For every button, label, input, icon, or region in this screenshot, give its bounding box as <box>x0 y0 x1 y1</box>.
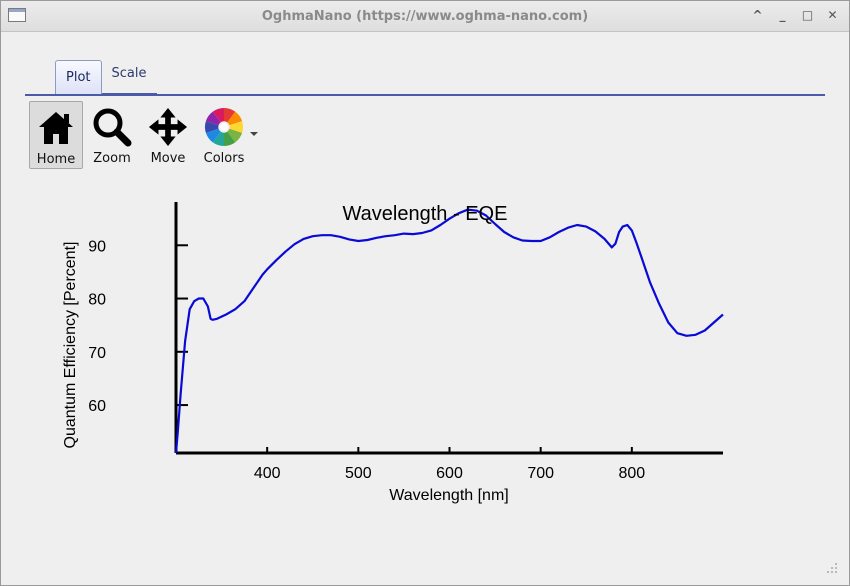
tab-bar: Plot Scale <box>55 60 157 94</box>
app-icon <box>8 8 26 22</box>
y-tick-label: 70 <box>88 345 106 362</box>
move-button[interactable]: Move <box>141 101 195 169</box>
magnifier-icon <box>92 107 132 147</box>
window-title: OghmaNano (https://www.oghma-nano.com) <box>261 9 589 24</box>
move-arrows-icon <box>148 107 188 147</box>
x-axis-label: Wavelength [nm] <box>389 487 508 504</box>
maximize-button[interactable]: □ <box>801 8 814 22</box>
zoom-label: Zoom <box>93 151 131 166</box>
plot-toolbar: Home Zoom Move Colors <box>29 101 251 169</box>
resize-grip-icon[interactable] <box>826 562 838 574</box>
shade-button[interactable]: ^ <box>752 8 763 22</box>
y-tick-label: 80 <box>88 292 106 309</box>
colors-dropdown-arrow-icon[interactable] <box>250 132 258 136</box>
home-button[interactable]: Home <box>29 101 83 169</box>
zoom-button[interactable]: Zoom <box>85 101 139 169</box>
chart-title: Wavelength - EQE <box>343 203 508 225</box>
window-controls: ^ _ □ ✕ <box>749 7 841 24</box>
x-tick-label: 500 <box>345 465 372 482</box>
y-axis-label: Quantum Efficiency [Percent] <box>62 242 79 449</box>
x-tick-label: 800 <box>618 465 645 482</box>
x-tick-label: 700 <box>527 465 554 482</box>
series-line-0 <box>174 208 724 454</box>
x-tick-label: 400 <box>254 465 281 482</box>
home-icon <box>36 108 76 148</box>
move-label: Move <box>150 151 186 166</box>
title-bar[interactable]: OghmaNano (https://www.oghma-nano.com) ^… <box>1 1 849 32</box>
close-button[interactable]: ✕ <box>827 8 838 22</box>
tab-scale[interactable]: Scale <box>101 58 157 94</box>
home-label: Home <box>36 152 76 167</box>
x-tick-label: 600 <box>436 465 463 482</box>
tab-divider <box>25 94 825 96</box>
minimize-button[interactable]: _ <box>779 8 786 22</box>
colors-label: Colors <box>203 151 245 166</box>
y-tick-label: 60 <box>88 398 106 415</box>
colors-button[interactable]: Colors <box>197 101 251 169</box>
y-tick-label: 90 <box>88 238 106 255</box>
color-wheel-icon <box>204 107 244 147</box>
tab-plot[interactable]: Plot <box>55 60 102 94</box>
